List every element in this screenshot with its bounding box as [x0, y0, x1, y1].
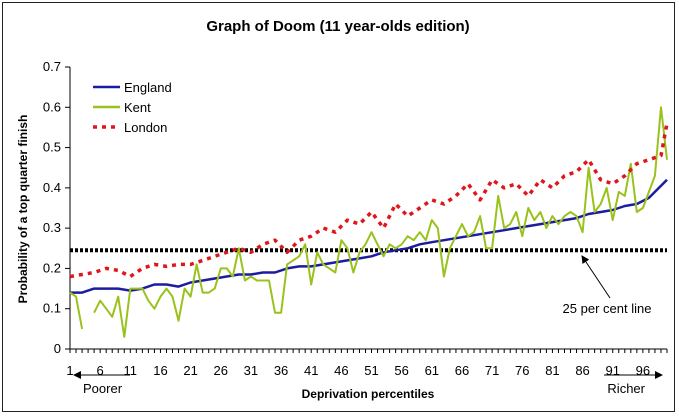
x-tick-label: 11 — [124, 363, 138, 378]
chart-frame — [2, 2, 675, 412]
x-tick-label: 36 — [274, 363, 288, 378]
x-tick-label: 71 — [485, 363, 499, 378]
x-tick-label: 51 — [364, 363, 378, 378]
chart-title: Graph of Doom (11 year-olds edition) — [206, 18, 469, 35]
y-tick-label: 0.6 — [43, 99, 61, 114]
x-tick-label: 76 — [515, 363, 529, 378]
axes: 00.10.20.30.40.50.60.71 6 11 16 21 26 31 36 41 46… — [43, 59, 668, 378]
series-line-london — [69, 123, 669, 279]
x-tick-label: 16 — [153, 363, 167, 378]
poorer-label: Poorer — [83, 381, 123, 396]
x-tick-label: 61 — [425, 363, 439, 378]
x-tick-label: 66 — [455, 363, 469, 378]
x-axis-label: Deprivation percentiles — [302, 387, 435, 401]
reference-arrow — [581, 255, 611, 299]
x-tick-label: 46 — [334, 363, 348, 378]
y-tick-label: 0.4 — [43, 180, 61, 195]
x-tick-label: 96 — [636, 363, 650, 378]
y-axis-label: Probability of a top quarter finish — [16, 115, 30, 304]
richer-label: Richer — [607, 381, 645, 396]
legend-label-england: England — [124, 80, 172, 95]
x-tick-label: 31 — [244, 363, 258, 378]
reference-line-label: 25 per cent line — [563, 301, 652, 316]
legend-label-london: London — [124, 120, 167, 135]
x-tick-label: 91 — [605, 363, 619, 378]
x-tick-label: 1 — [66, 363, 73, 378]
y-tick-label: 0.7 — [43, 59, 61, 74]
y-tick-label: 0.5 — [43, 140, 61, 155]
x-tick-label: 6 — [97, 363, 104, 378]
reference-line-group: 25 per cent line — [70, 248, 667, 316]
y-tick-label: 0 — [54, 341, 61, 356]
y-tick-label: 0.1 — [43, 301, 61, 316]
series-line-england — [70, 178, 668, 294]
x-tick-label: 56 — [394, 363, 408, 378]
x-tick-label: 86 — [575, 363, 589, 378]
legend-label-kent: Kent — [124, 100, 151, 115]
x-tick-label: 41 — [304, 363, 318, 378]
y-tick-label: 0.2 — [43, 260, 61, 275]
legend: England Kent London — [93, 80, 172, 135]
x-tick-label: 81 — [545, 363, 559, 378]
x-tick-label: 21 — [183, 363, 197, 378]
y-tick-label: 0.3 — [43, 220, 61, 235]
series-group — [69, 106, 669, 338]
annotations: Poorer Richer — [73, 371, 663, 396]
x-tick-label: 26 — [214, 363, 228, 378]
series-line-kent — [69, 106, 668, 338]
